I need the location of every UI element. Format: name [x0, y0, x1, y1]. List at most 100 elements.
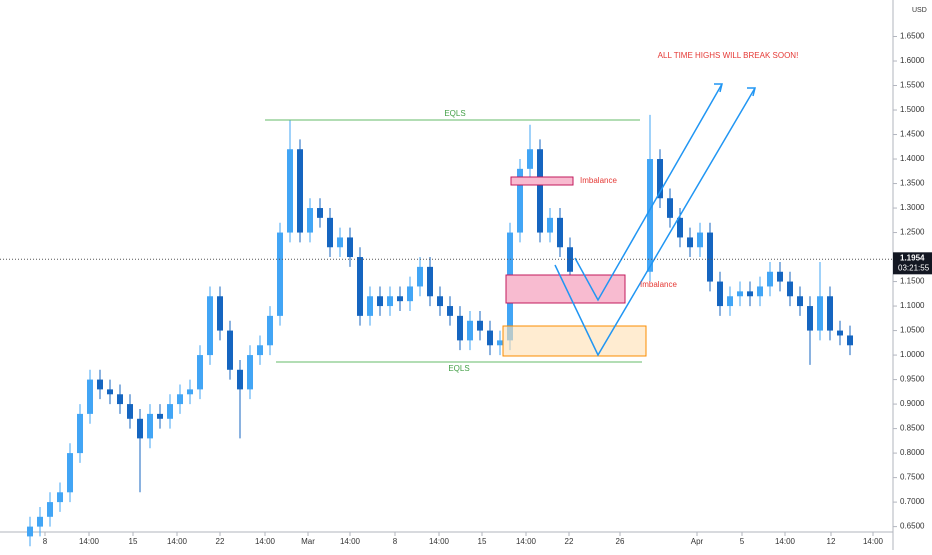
y-tick-label: 1.2500 — [900, 228, 925, 237]
candle-body — [367, 296, 373, 316]
imbalance-box — [510, 176, 574, 186]
candle-body — [47, 502, 53, 517]
candle-body — [417, 266, 423, 287]
candle-body — [737, 291, 743, 297]
candle-body — [827, 296, 833, 331]
x-tick-label: 8 — [393, 537, 398, 546]
candle-body — [327, 217, 333, 248]
y-tick-label: 1.3500 — [900, 179, 925, 188]
y-tick-label: 0.8000 — [900, 448, 925, 457]
y-tick-label: 1.1500 — [900, 277, 925, 286]
x-tick-label: 5 — [740, 537, 745, 546]
y-tick-label: 0.9000 — [900, 399, 925, 408]
annotation: EQLS — [448, 364, 469, 373]
x-tick-label: Mar — [301, 537, 315, 546]
candle-body — [787, 281, 793, 297]
candle-body — [307, 208, 313, 233]
candle-body — [27, 526, 33, 537]
x-tick-label: 14:00 — [79, 537, 100, 546]
annotation: ALL TIME HIGHS WILL BREAK SOON! — [658, 51, 799, 60]
x-tick-label: 14:00 — [167, 537, 188, 546]
candle-body — [447, 306, 453, 316]
candle-body — [317, 208, 323, 218]
annotation: Imbalance — [640, 280, 677, 289]
candle-body — [137, 418, 143, 439]
candle-body — [807, 306, 813, 331]
candle-body — [747, 291, 753, 297]
candle-body — [387, 296, 393, 307]
candle-body — [37, 516, 43, 527]
candle-body — [117, 394, 123, 405]
candle-body — [817, 296, 823, 331]
x-tick-label: 14:00 — [516, 537, 537, 546]
candle-body — [717, 281, 723, 307]
x-tick-label: 22 — [216, 537, 225, 546]
last-price-tag — [893, 252, 932, 275]
candle-body — [707, 232, 713, 282]
candle-body — [107, 389, 113, 395]
y-tick-label: 1.0500 — [900, 326, 925, 335]
candle-body — [297, 149, 303, 233]
candle-body — [397, 296, 403, 302]
candle-body — [207, 296, 213, 356]
x-tick-label: 14:00 — [340, 537, 361, 546]
y-tick-label: 1.4500 — [900, 130, 925, 139]
candle-body — [127, 404, 133, 419]
candle-body — [667, 198, 673, 218]
candle-body — [237, 369, 243, 390]
y-tick-label: 0.8500 — [900, 424, 925, 433]
candle-body — [837, 330, 843, 336]
candle-body — [337, 237, 343, 248]
y-tick-label: 0.7500 — [900, 473, 925, 482]
projection-arrow — [574, 83, 723, 302]
candle-body — [277, 232, 283, 316]
x-tick-label: 26 — [616, 537, 625, 546]
y-tick-label: 0.7000 — [900, 497, 925, 506]
countdown-label: 03:21:55 — [898, 263, 930, 272]
candle-body — [547, 217, 553, 233]
candle-body — [257, 345, 263, 356]
candle-body — [437, 296, 443, 307]
candle-body — [407, 286, 413, 302]
candle-body — [267, 315, 273, 346]
candle-body — [557, 217, 563, 248]
candle-body — [157, 413, 163, 419]
candle-body — [57, 492, 63, 503]
x-tick-label: 8 — [43, 537, 48, 546]
candle-body — [287, 149, 293, 233]
candle-body — [677, 217, 683, 238]
candle-body — [757, 286, 763, 297]
x-tick-label: 12 — [827, 537, 836, 546]
y-tick-label: 1.5500 — [900, 81, 925, 90]
candle-body — [187, 389, 193, 395]
candle-body — [767, 271, 773, 287]
candle-body — [847, 335, 853, 346]
arrow-head — [747, 87, 756, 97]
candle-body — [697, 232, 703, 248]
candle-body — [687, 237, 693, 248]
x-tick-label: 15 — [129, 537, 138, 546]
candle-body — [467, 320, 473, 341]
x-tick-label: 14:00 — [775, 537, 796, 546]
candle-body — [217, 296, 223, 331]
candle-body — [727, 296, 733, 307]
candle-body — [487, 330, 493, 346]
candle-body — [527, 149, 533, 169]
y-tick-label: 1.3000 — [900, 203, 925, 212]
candle-body — [347, 237, 353, 258]
candle-body — [377, 296, 383, 307]
candle-body — [647, 159, 653, 272]
x-tick-label: 14:00 — [255, 537, 276, 546]
candle-body — [477, 320, 483, 331]
candle-body — [537, 149, 543, 233]
y-tick-label: 1.1000 — [900, 301, 925, 310]
arrow-head — [714, 83, 723, 93]
candle-body — [147, 413, 153, 439]
candle-body — [777, 271, 783, 282]
y-tick-label: 0.6500 — [900, 522, 925, 531]
x-tick-label: 14:00 — [863, 537, 884, 546]
candle-body — [87, 379, 93, 414]
y-tick-label: 1.4000 — [900, 154, 925, 163]
x-tick-label: 14:00 — [429, 537, 450, 546]
